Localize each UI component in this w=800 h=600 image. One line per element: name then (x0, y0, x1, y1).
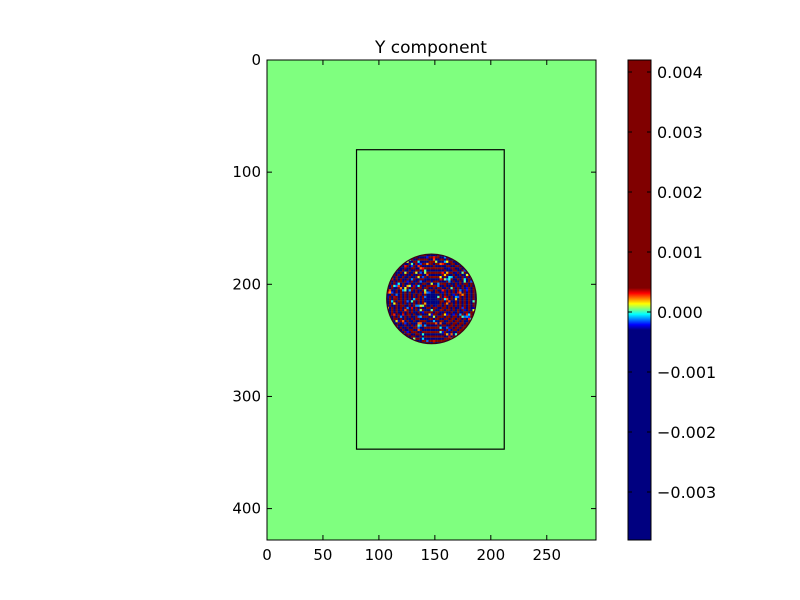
colorbar: −0.003 −0.002 −0.001 0.000 0.001 0.002 0.003 0.… (627, 59, 716, 541)
axes-frame (266, 59, 597, 541)
colorbar-tick-label: 0.004 (657, 63, 703, 82)
colorbar-tick-label: 0.002 (657, 183, 703, 202)
y-tick-label: 0 (251, 51, 261, 69)
x-tick-label: 0 (262, 546, 272, 564)
y-tick-label: 100 (232, 163, 261, 181)
y-tick-label: 400 (232, 500, 261, 518)
colorbar-ticks: −0.003 −0.002 −0.001 0.000 0.001 0.002 0.003 0.… (628, 63, 716, 502)
colorbar-frame (627, 59, 652, 541)
inner-rectangle (355, 149, 505, 450)
chart-title: Y component (374, 38, 487, 58)
x-tick-label: 100 (365, 546, 394, 564)
colorbar-tick-label: 0.003 (657, 123, 703, 142)
y-tick-label: 300 (232, 387, 261, 405)
x-tick-label: 200 (476, 546, 505, 564)
colorbar-tick-label: 0.000 (657, 303, 703, 322)
wave-disc (386, 253, 477, 345)
plot-axes: 0 50 100 150 200 250 0 100 200 300 400 (232, 51, 597, 564)
colorbar-tick-label: −0.003 (657, 483, 716, 502)
colorbar-tick-label: 0.001 (657, 243, 703, 262)
x-tick-label: 50 (313, 546, 332, 564)
x-tick-label: 150 (421, 546, 450, 564)
x-tick-label: 250 (532, 546, 561, 564)
x-axis-ticks: 0 50 100 150 200 250 (262, 60, 561, 564)
colorbar-gradient (628, 60, 651, 540)
colorbar-tick-label: −0.002 (657, 423, 716, 442)
y-axis-ticks: 0 100 200 300 400 (232, 51, 596, 518)
colorbar-tick-label: −0.001 (657, 363, 716, 382)
y-tick-label: 200 (232, 275, 261, 293)
